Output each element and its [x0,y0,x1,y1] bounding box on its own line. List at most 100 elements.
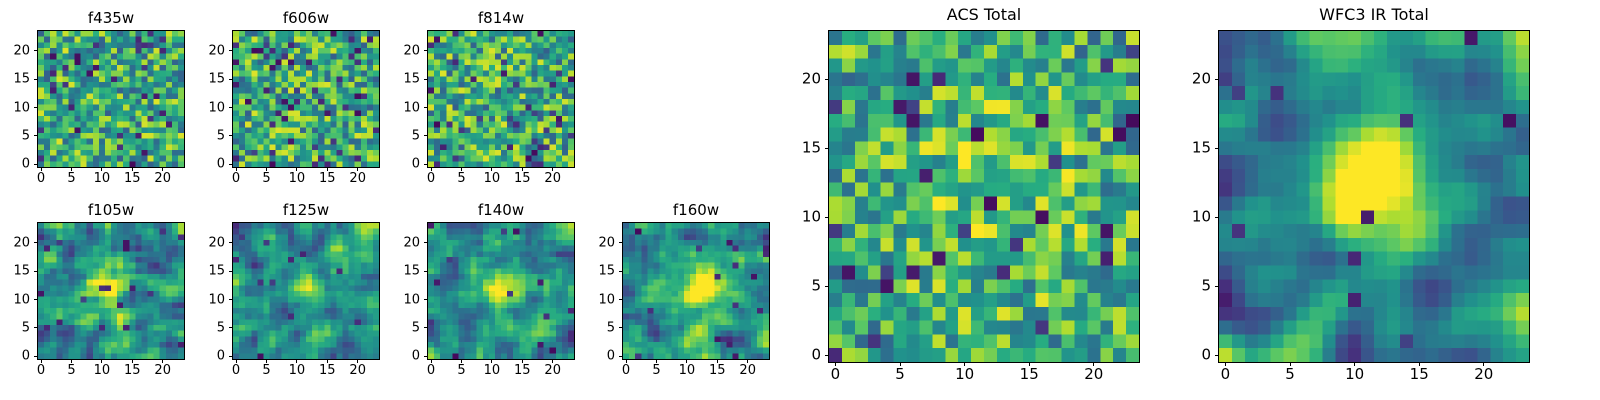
y-tick-label: 20 [208,235,225,251]
x-tick-mark [1418,362,1420,366]
x-tick-mark [1354,362,1356,366]
panel-title: f435w [87,9,135,27]
y-tick-mark [34,242,38,244]
x-tick-mark [70,167,72,171]
x-tick-label: 10 [93,171,111,186]
x-tick-label: 15 [514,363,531,378]
x-tick-label: 5 [457,171,466,186]
x-tick-label: 5 [457,363,466,378]
x-tick-label: 0 [830,365,841,383]
y-tick-mark [34,355,38,357]
x-tick-mark [686,359,688,363]
y-tick-mark [34,50,38,52]
y-tick-label: 0 [21,156,30,172]
y-tick-mark [34,299,38,300]
x-tick-label: 0 [36,171,46,186]
y-tick-mark [424,242,428,244]
y-tick-label: 20 [801,69,821,88]
y-tick-label: 20 [403,43,420,59]
y-tick-mark [1215,216,1219,218]
y-tick-mark [1215,78,1219,80]
y-tick-mark [229,163,233,165]
y-tick-label: 10 [403,292,420,307]
y-tick-mark [34,270,38,272]
x-tick-mark [265,359,267,363]
y-tick-label: 5 [411,320,420,336]
x-tick-label: 10 [93,363,111,378]
y-tick-mark [825,216,829,218]
y-tick-mark [424,107,428,108]
x-tick-label: 15 [1019,365,1039,383]
y-tick-label: 10 [801,207,821,226]
panel-title: ACS Total [946,5,1022,24]
y-tick-mark [1215,285,1219,287]
x-tick-label: 15 [319,363,336,378]
x-tick-label: 10 [288,171,306,186]
x-tick-mark [964,362,966,366]
x-tick-label: 10 [483,171,501,186]
x-tick-label: 20 [349,171,366,186]
x-tick-label: 0 [426,363,436,378]
y-tick-label: 0 [811,345,821,364]
x-tick-mark [235,167,237,171]
y-tick-label: 0 [216,348,225,364]
x-tick-mark [899,362,901,366]
x-tick-label: 10 [288,363,306,378]
y-tick-label: 0 [21,348,30,364]
x-tick-label: 20 [544,363,561,378]
x-tick-mark [162,167,164,171]
x-tick-label: 15 [514,171,531,186]
panel-title: f606w [282,9,330,27]
x-tick-mark [430,167,432,171]
y-tick-mark [825,147,829,149]
x-tick-label: 10 [483,363,501,378]
y-tick-mark [424,270,428,272]
y-tick-mark [1215,354,1219,356]
y-tick-label: 15 [208,71,225,87]
panel-title: f105w [87,201,135,219]
x-tick-mark [1028,362,1030,366]
heatmap-canvas [38,31,184,167]
x-tick-label: 20 [739,363,756,378]
panel-f606w: f606w 0 5 10 15 20 0 5 10 15 20 [208,9,380,185]
y-tick-mark [825,78,829,80]
y-tick-mark [619,327,623,329]
panel-f160w: f160w 0 5 10 15 20 0 5 10 15 20 [598,201,770,377]
y-tick-label: 5 [811,276,821,295]
panel-title: f140w [477,201,525,219]
x-tick-label: 10 [955,365,975,383]
x-tick-label: 20 [154,171,171,186]
x-tick-label: 20 [1084,365,1104,383]
panel-acs-total: ACS Total 0 5 10 15 20 0 5 10 15 20 [802,5,1140,382]
y-tick-mark [34,327,38,329]
x-tick-label: 20 [1474,365,1494,383]
y-tick-mark [229,107,233,108]
x-tick-mark [460,167,462,171]
panel-f435w: f435w 0 5 10 15 20 0 5 10 15 20 [13,9,185,185]
x-tick-mark [357,359,359,363]
x-tick-mark [40,359,42,363]
y-tick-label: 10 [13,100,30,115]
x-tick-mark [296,359,298,363]
heatmap-canvas [428,223,574,359]
y-tick-mark [424,50,428,52]
x-tick-label: 15 [124,363,141,378]
x-tick-mark [70,359,72,363]
heatmap-canvas [829,31,1139,362]
x-tick-label: 5 [652,363,661,378]
y-tick-label: 15 [208,263,225,279]
y-tick-label: 20 [13,43,30,59]
y-tick-label: 10 [208,100,225,115]
y-tick-label: 10 [208,292,225,307]
x-tick-mark [834,362,836,366]
x-tick-mark [625,359,627,363]
y-tick-label: 0 [606,348,615,364]
y-tick-label: 5 [606,320,615,336]
x-tick-label: 0 [1220,365,1231,383]
y-tick-mark [825,354,829,356]
y-tick-mark [424,355,428,357]
heatmap-canvas [623,223,769,359]
x-tick-label: 5 [895,365,905,383]
x-tick-mark [296,167,298,171]
heatmap-canvas [38,223,184,359]
